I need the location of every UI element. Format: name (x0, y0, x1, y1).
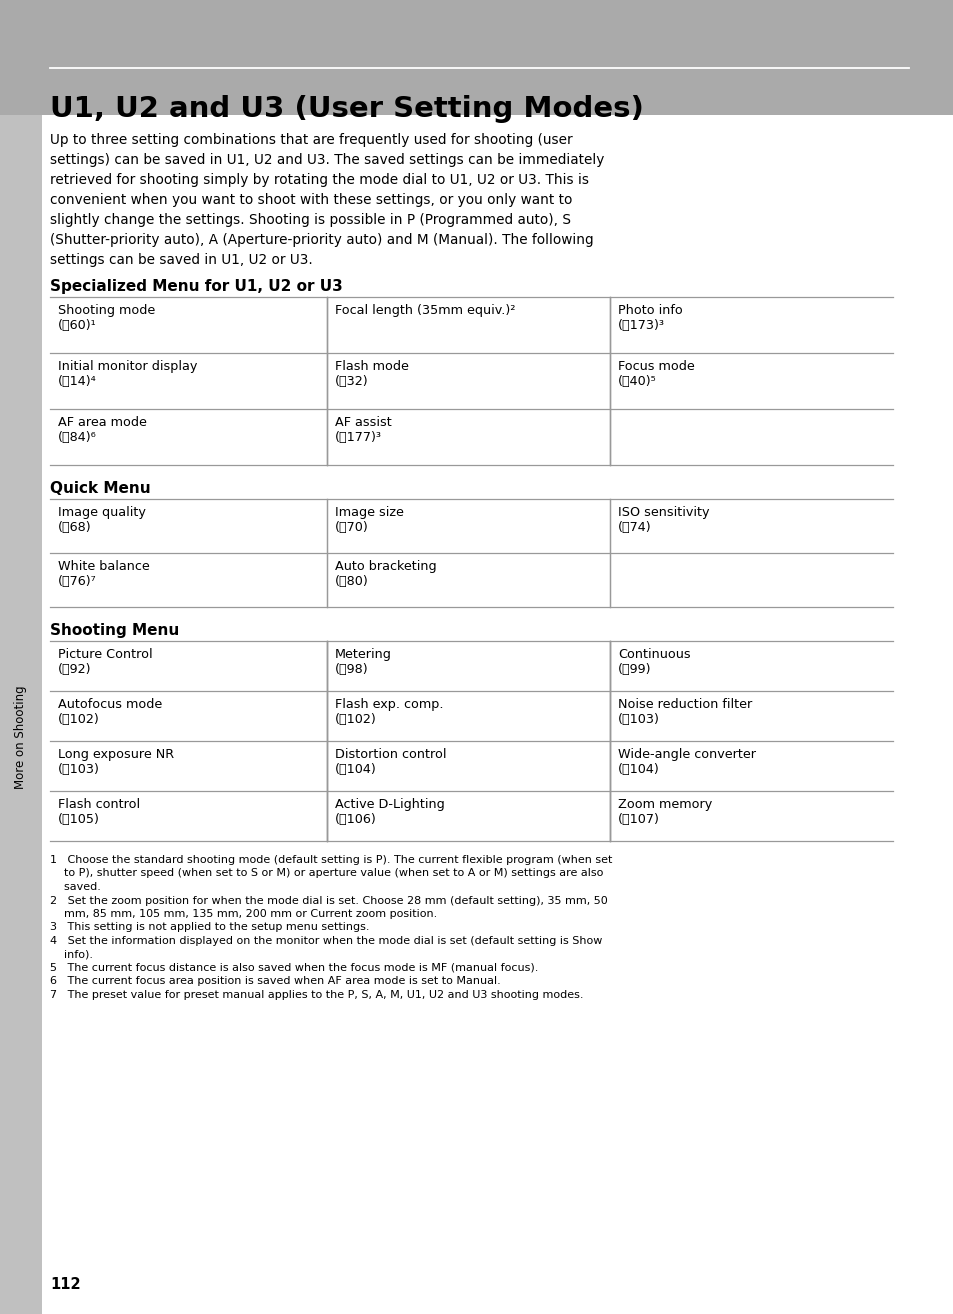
Text: (📖32): (📖32) (335, 374, 368, 388)
Text: retrieved for shooting simply by rotating the mode dial to U1, U2 or U3. This is: retrieved for shooting simply by rotatin… (50, 173, 588, 187)
Text: Continuous: Continuous (618, 648, 690, 661)
Bar (0, 0, 953, 116)
Text: 5   The current focus distance is also saved when the focus mode is MF (manual f: 5 The current focus distance is also sav… (50, 963, 537, 972)
Text: (📖74): (📖74) (618, 520, 651, 533)
Text: 7   The preset value for preset manual applies to the P, S, A, M, U1, U2 and U3 : 7 The preset value for preset manual app… (50, 989, 583, 1000)
Text: (📖80): (📖80) (335, 576, 369, 587)
Text: AF area mode: AF area mode (58, 417, 147, 428)
Text: (Shutter-priority auto), A (Aperture-priority auto) and M (Manual). The followin: (Shutter-priority auto), A (Aperture-pri… (50, 233, 593, 247)
Text: Quick Menu: Quick Menu (50, 481, 151, 495)
Text: More on Shooting: More on Shooting (14, 685, 28, 788)
Text: slightly change the settings. Shooting is possible in P (Programmed auto), S: slightly change the settings. Shooting i… (50, 213, 571, 227)
Text: (📖105): (📖105) (58, 813, 100, 827)
Text: Initial monitor display: Initial monitor display (58, 360, 197, 373)
Text: 1   Choose the standard shooting mode (default setting is P). The current flexib: 1 Choose the standard shooting mode (def… (50, 855, 612, 865)
Text: info).: info). (50, 950, 92, 959)
Text: White balance: White balance (58, 560, 150, 573)
Text: (📖92): (📖92) (58, 664, 91, 675)
Text: (📖102): (📖102) (58, 714, 100, 727)
Text: 112: 112 (50, 1277, 81, 1292)
Bar (0, 116, 42, 1314)
Text: convenient when you want to shoot with these settings, or you only want to: convenient when you want to shoot with t… (50, 193, 572, 208)
Text: Specialized Menu for U1, U2 or U3: Specialized Menu for U1, U2 or U3 (50, 279, 342, 294)
Text: 3   This setting is not applied to the setup menu settings.: 3 This setting is not applied to the set… (50, 922, 369, 933)
Text: (📖104): (📖104) (618, 763, 659, 777)
Text: Image quality: Image quality (58, 506, 146, 519)
Text: mm, 85 mm, 105 mm, 135 mm, 200 mm or Current zoom position.: mm, 85 mm, 105 mm, 135 mm, 200 mm or Cur… (50, 909, 436, 918)
Text: Noise reduction filter: Noise reduction filter (618, 698, 752, 711)
Text: (📖104): (📖104) (335, 763, 376, 777)
Text: Focus mode: Focus mode (618, 360, 694, 373)
Text: 6   The current focus area position is saved when AF area mode is set to Manual.: 6 The current focus area position is sav… (50, 976, 500, 987)
Text: (📖102): (📖102) (335, 714, 376, 727)
Text: Image size: Image size (335, 506, 403, 519)
Text: saved.: saved. (50, 882, 101, 892)
Text: Flash exp. comp.: Flash exp. comp. (335, 698, 443, 711)
Text: Auto bracketing: Auto bracketing (335, 560, 436, 573)
Text: (📖173)³: (📖173)³ (618, 319, 664, 332)
Text: (📖60)¹: (📖60)¹ (58, 319, 96, 332)
Text: to P), shutter speed (when set to S or M) or aperture value (when set to A or M): to P), shutter speed (when set to S or M… (50, 869, 602, 879)
Text: (📖177)³: (📖177)³ (335, 431, 381, 444)
Text: Flash control: Flash control (58, 798, 140, 811)
Text: Picture Control: Picture Control (58, 648, 152, 661)
Text: Shooting mode: Shooting mode (58, 304, 155, 317)
Text: (📖107): (📖107) (618, 813, 659, 827)
Text: 2   Set the zoom position for when the mode dial is set. Choose 28 mm (default s: 2 Set the zoom position for when the mod… (50, 896, 607, 905)
Text: (📖99): (📖99) (618, 664, 651, 675)
Text: U1, U2 and U3 (User Setting Modes): U1, U2 and U3 (User Setting Modes) (50, 95, 643, 124)
Text: (📖98): (📖98) (335, 664, 368, 675)
Text: Autofocus mode: Autofocus mode (58, 698, 162, 711)
Text: 4   Set the information displayed on the monitor when the mode dial is set (defa: 4 Set the information displayed on the m… (50, 936, 601, 946)
Text: AF assist: AF assist (335, 417, 392, 428)
Text: Shooting Menu: Shooting Menu (50, 623, 179, 639)
Text: settings) can be saved in U1, U2 and U3. The saved settings can be immediately: settings) can be saved in U1, U2 and U3.… (50, 152, 604, 167)
Text: Active D-Lighting: Active D-Lighting (335, 798, 444, 811)
Text: (📖70): (📖70) (335, 520, 369, 533)
Text: ISO sensitivity: ISO sensitivity (618, 506, 709, 519)
Text: Zoom memory: Zoom memory (618, 798, 712, 811)
Text: (📖103): (📖103) (58, 763, 100, 777)
Text: (📖68): (📖68) (58, 520, 91, 533)
Text: (📖106): (📖106) (335, 813, 376, 827)
Text: (📖14)⁴: (📖14)⁴ (58, 374, 96, 388)
Text: Photo info: Photo info (618, 304, 682, 317)
Text: Distortion control: Distortion control (335, 748, 446, 761)
Text: (📖40)⁵: (📖40)⁵ (618, 374, 656, 388)
Text: (📖76)⁷: (📖76)⁷ (58, 576, 96, 587)
Text: Up to three setting combinations that are frequently used for shooting (user: Up to three setting combinations that ar… (50, 133, 572, 147)
Text: settings can be saved in U1, U2 or U3.: settings can be saved in U1, U2 or U3. (50, 254, 313, 267)
Text: Flash mode: Flash mode (335, 360, 409, 373)
Text: Long exposure NR: Long exposure NR (58, 748, 174, 761)
Text: Focal length (35mm equiv.)²: Focal length (35mm equiv.)² (335, 304, 515, 317)
Text: Wide-angle converter: Wide-angle converter (618, 748, 755, 761)
Text: (📖84)⁶: (📖84)⁶ (58, 431, 96, 444)
Text: Metering: Metering (335, 648, 392, 661)
Text: (📖103): (📖103) (618, 714, 659, 727)
